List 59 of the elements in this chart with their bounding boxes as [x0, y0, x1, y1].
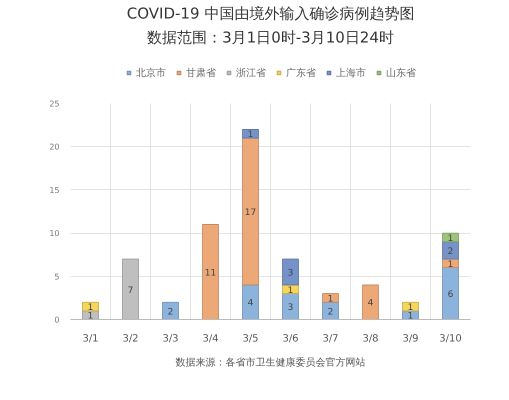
data-label: 7 [128, 286, 134, 296]
bar [82, 302, 99, 312]
bar [442, 241, 459, 260]
y-tick-label: 0 [54, 316, 60, 324]
bar [442, 267, 459, 320]
bar [282, 258, 299, 286]
bar [202, 224, 219, 320]
data-label: 2 [168, 307, 174, 318]
x-tick-label: 3/3 [162, 334, 179, 344]
data-label: 1 [408, 312, 414, 322]
legend-label: 上海市 [336, 66, 366, 80]
bar [242, 138, 259, 286]
data-label: 17 [244, 208, 256, 218]
data-label: 11 [204, 268, 216, 278]
bar [242, 284, 259, 320]
data-label: 1 [88, 303, 94, 314]
x-tick-label: 3/8 [362, 334, 379, 344]
data-label: 6 [448, 290, 454, 300]
data-label: 2 [328, 307, 334, 318]
legend-label: 山东省 [386, 66, 416, 80]
data-label: 1 [448, 234, 454, 244]
legend-label: 甘肃省 [186, 66, 216, 80]
data-label: 1 [88, 312, 94, 322]
chart-title: COVID-19 中国由境外输入确诊病例趋势图 [126, 4, 414, 22]
y-tick-label: 5 [54, 272, 60, 282]
x-tick-label: 3/4 [202, 334, 219, 344]
data-label: 4 [248, 298, 254, 309]
y-tick-label: 15 [49, 186, 60, 195]
data-label: 1 [448, 260, 454, 270]
bar [162, 302, 179, 320]
x-tick-label: 3/9 [402, 334, 419, 344]
y-tick-label: 10 [49, 229, 60, 238]
data-label: 4 [368, 298, 374, 309]
x-tick-label: 3/7 [322, 334, 339, 344]
data-label: 1 [248, 130, 254, 140]
bar [322, 293, 339, 303]
x-tick-label: 3/5 [242, 334, 259, 344]
data-label: 1 [328, 294, 334, 304]
data-label: 3 [288, 268, 294, 278]
data-label: 3 [288, 303, 294, 314]
x-tick-label: 3/10 [439, 334, 462, 344]
y-tick-label: 20 [49, 142, 60, 152]
legend-label: 广东省 [286, 66, 316, 80]
legend-label: 浙江省 [236, 66, 266, 80]
data-label: 2 [448, 246, 454, 257]
y-tick-label: 25 [49, 100, 60, 108]
x-tick-label: 3/6 [282, 334, 299, 344]
data-label: 1 [288, 286, 294, 296]
x-tick-label: 3/1 [82, 334, 99, 344]
bar [442, 232, 459, 242]
bar [242, 129, 259, 138]
bar [402, 302, 419, 312]
chart-subtitle: 数据范围：3月1日0时-3月10日24时 [147, 28, 394, 46]
bar [282, 293, 299, 320]
bar [362, 284, 379, 320]
data-label: 1 [408, 303, 414, 314]
source-note: 数据来源：各省市卫生健康委员会官方网站 [176, 356, 366, 368]
legend-label: 北京市 [136, 66, 166, 80]
x-tick-label: 3/2 [122, 334, 139, 344]
